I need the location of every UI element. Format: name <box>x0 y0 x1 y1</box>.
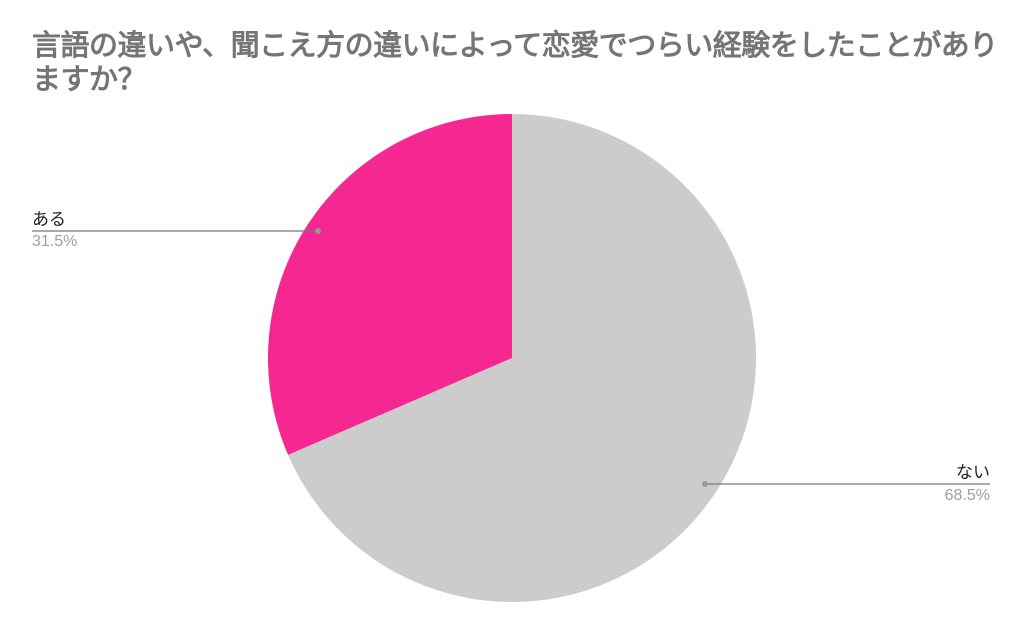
leader-dot-0 <box>315 228 321 234</box>
pie-slice-0 <box>288 114 756 602</box>
percent-nai: 68.5% <box>944 487 990 504</box>
label-aru: ある <box>32 210 66 230</box>
percent-aru: 31.5% <box>32 233 78 250</box>
pie-slice-1 <box>267 113 512 455</box>
leader-dot-1 <box>702 481 708 487</box>
chart-title: 言語の違いや、聞こえ方の違いによって恋愛でつらい経験をしたことがありますか？ <box>32 28 998 96</box>
label-nai: ない <box>956 463 990 483</box>
